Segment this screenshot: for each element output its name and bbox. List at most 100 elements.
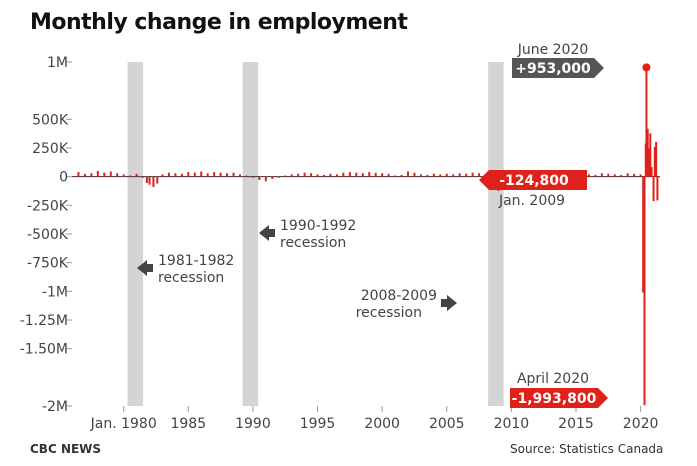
recession-label-line1-0: 1981-1982	[158, 253, 234, 269]
y-tick-label-8: -1.25M	[20, 313, 68, 329]
bar-27	[239, 174, 241, 177]
bar-29	[251, 176, 254, 178]
bar-13	[152, 176, 155, 187]
bar-35	[290, 174, 293, 177]
bar-57	[432, 173, 435, 177]
bar-53	[407, 171, 409, 177]
bar-15	[161, 174, 164, 177]
y-tick-label-10: -2M	[42, 399, 68, 415]
bar-33	[277, 176, 280, 178]
bar-59	[445, 173, 448, 177]
bar-12	[148, 176, 151, 185]
april-2020-value: -1,993,800	[512, 391, 597, 407]
bar-38	[310, 173, 313, 177]
chart-title: Monthly change in employment	[30, 10, 408, 35]
recession-band-2	[488, 62, 504, 406]
x-tick-label-2: 1990	[235, 416, 271, 432]
bar-18	[180, 173, 183, 177]
bar-82	[587, 174, 590, 177]
bar-41	[329, 173, 332, 177]
recession-label-line1-1: 1990-1992	[280, 218, 356, 234]
bar-92	[643, 176, 646, 406]
bar-30	[258, 176, 261, 181]
recession-label-line2-2: recession	[356, 305, 422, 321]
x-tick-label-7: 2015	[558, 416, 594, 432]
bar-94	[645, 67, 648, 177]
recession-band-0	[127, 62, 144, 406]
bar-91	[642, 176, 645, 293]
bar-63	[471, 172, 474, 177]
bar-7	[122, 174, 125, 177]
bar-8	[129, 175, 132, 177]
bar-17	[174, 173, 177, 177]
bar-42	[335, 174, 338, 177]
jan-2009-badge	[479, 170, 587, 190]
bar-90	[639, 174, 642, 177]
bar-64	[478, 173, 481, 177]
x-tick-label-8: 2020	[623, 416, 659, 432]
bar-24	[219, 172, 222, 177]
callouts: -124,800 Jan. 2009 +953,000 June 2020 -1,993…	[479, 42, 608, 408]
bar-0	[77, 172, 80, 177]
bar-98	[650, 167, 653, 177]
recession-labels: 1981-1982recession1990-1992recession2008…	[137, 218, 457, 321]
bar-58	[439, 174, 442, 177]
source-label: Source: Statistics Canada	[510, 442, 664, 456]
y-tick-label-7: -1M	[42, 284, 68, 300]
jan-2009-date: Jan. 2009	[498, 193, 565, 209]
bar-89	[633, 173, 636, 177]
bar-31	[264, 176, 267, 182]
recession-band-1	[242, 62, 259, 406]
bar-100	[653, 146, 656, 177]
bar-3	[96, 170, 99, 177]
bar-48	[374, 172, 377, 177]
y-tick-label-1: 500K	[32, 112, 69, 128]
bar-43	[342, 172, 345, 177]
bar-20	[193, 172, 196, 177]
bar-10	[142, 176, 145, 178]
bar-28	[245, 175, 248, 177]
bar-44	[348, 172, 351, 177]
bar-39	[316, 174, 319, 177]
recession-arrow-0	[137, 260, 153, 276]
june-2020-date: June 2020	[517, 42, 589, 58]
y-tick-label-2: 250K	[32, 141, 69, 157]
bar-102	[656, 176, 659, 201]
bar-47	[368, 172, 371, 177]
y-tick-label-9: -1.50M	[20, 342, 68, 358]
bar-19	[187, 172, 190, 177]
bar-2	[90, 173, 93, 177]
bar-86	[613, 174, 616, 177]
y-axis-ticks: 1M 500K 250K 0 -250K -500K -750K -1M -1.25M -1.50…	[20, 55, 72, 415]
bar-83	[594, 174, 597, 177]
employment-chart: 1M 500K 250K 0 -250K -500K -750K -1M -1.25M -1.50…	[20, 42, 660, 432]
bar-85	[607, 173, 610, 177]
bar-52	[400, 174, 403, 177]
bar-40	[323, 174, 325, 177]
bar-49	[381, 173, 384, 177]
bar-54	[413, 172, 416, 177]
bar-1	[83, 173, 86, 177]
recession-label-line2-0: recession	[158, 270, 224, 286]
bar-46	[361, 173, 364, 177]
bar-88	[626, 173, 629, 177]
recession-label-line1-2: 2008-2009	[361, 288, 437, 304]
recession-label-line2-1: recession	[280, 235, 346, 251]
bar-4	[103, 172, 106, 177]
bar-97	[649, 133, 652, 177]
y-tick-label-5: -500K	[27, 227, 69, 243]
bar-87	[620, 174, 623, 177]
bar-26	[232, 172, 235, 177]
bar-11	[145, 176, 148, 183]
y-tick-label-3: 0	[59, 170, 68, 186]
bar-55	[419, 174, 422, 177]
bar-37	[303, 172, 306, 177]
bar-34	[284, 175, 287, 177]
june-2020-point	[642, 63, 651, 72]
bar-101	[655, 141, 658, 177]
x-tick-label-0: Jan. 1980	[90, 416, 157, 432]
jan-2009-value: -124,800	[499, 173, 569, 189]
recession-bands	[127, 62, 504, 406]
april-2020-date: April 2020	[517, 371, 589, 387]
bar-61	[458, 173, 461, 177]
